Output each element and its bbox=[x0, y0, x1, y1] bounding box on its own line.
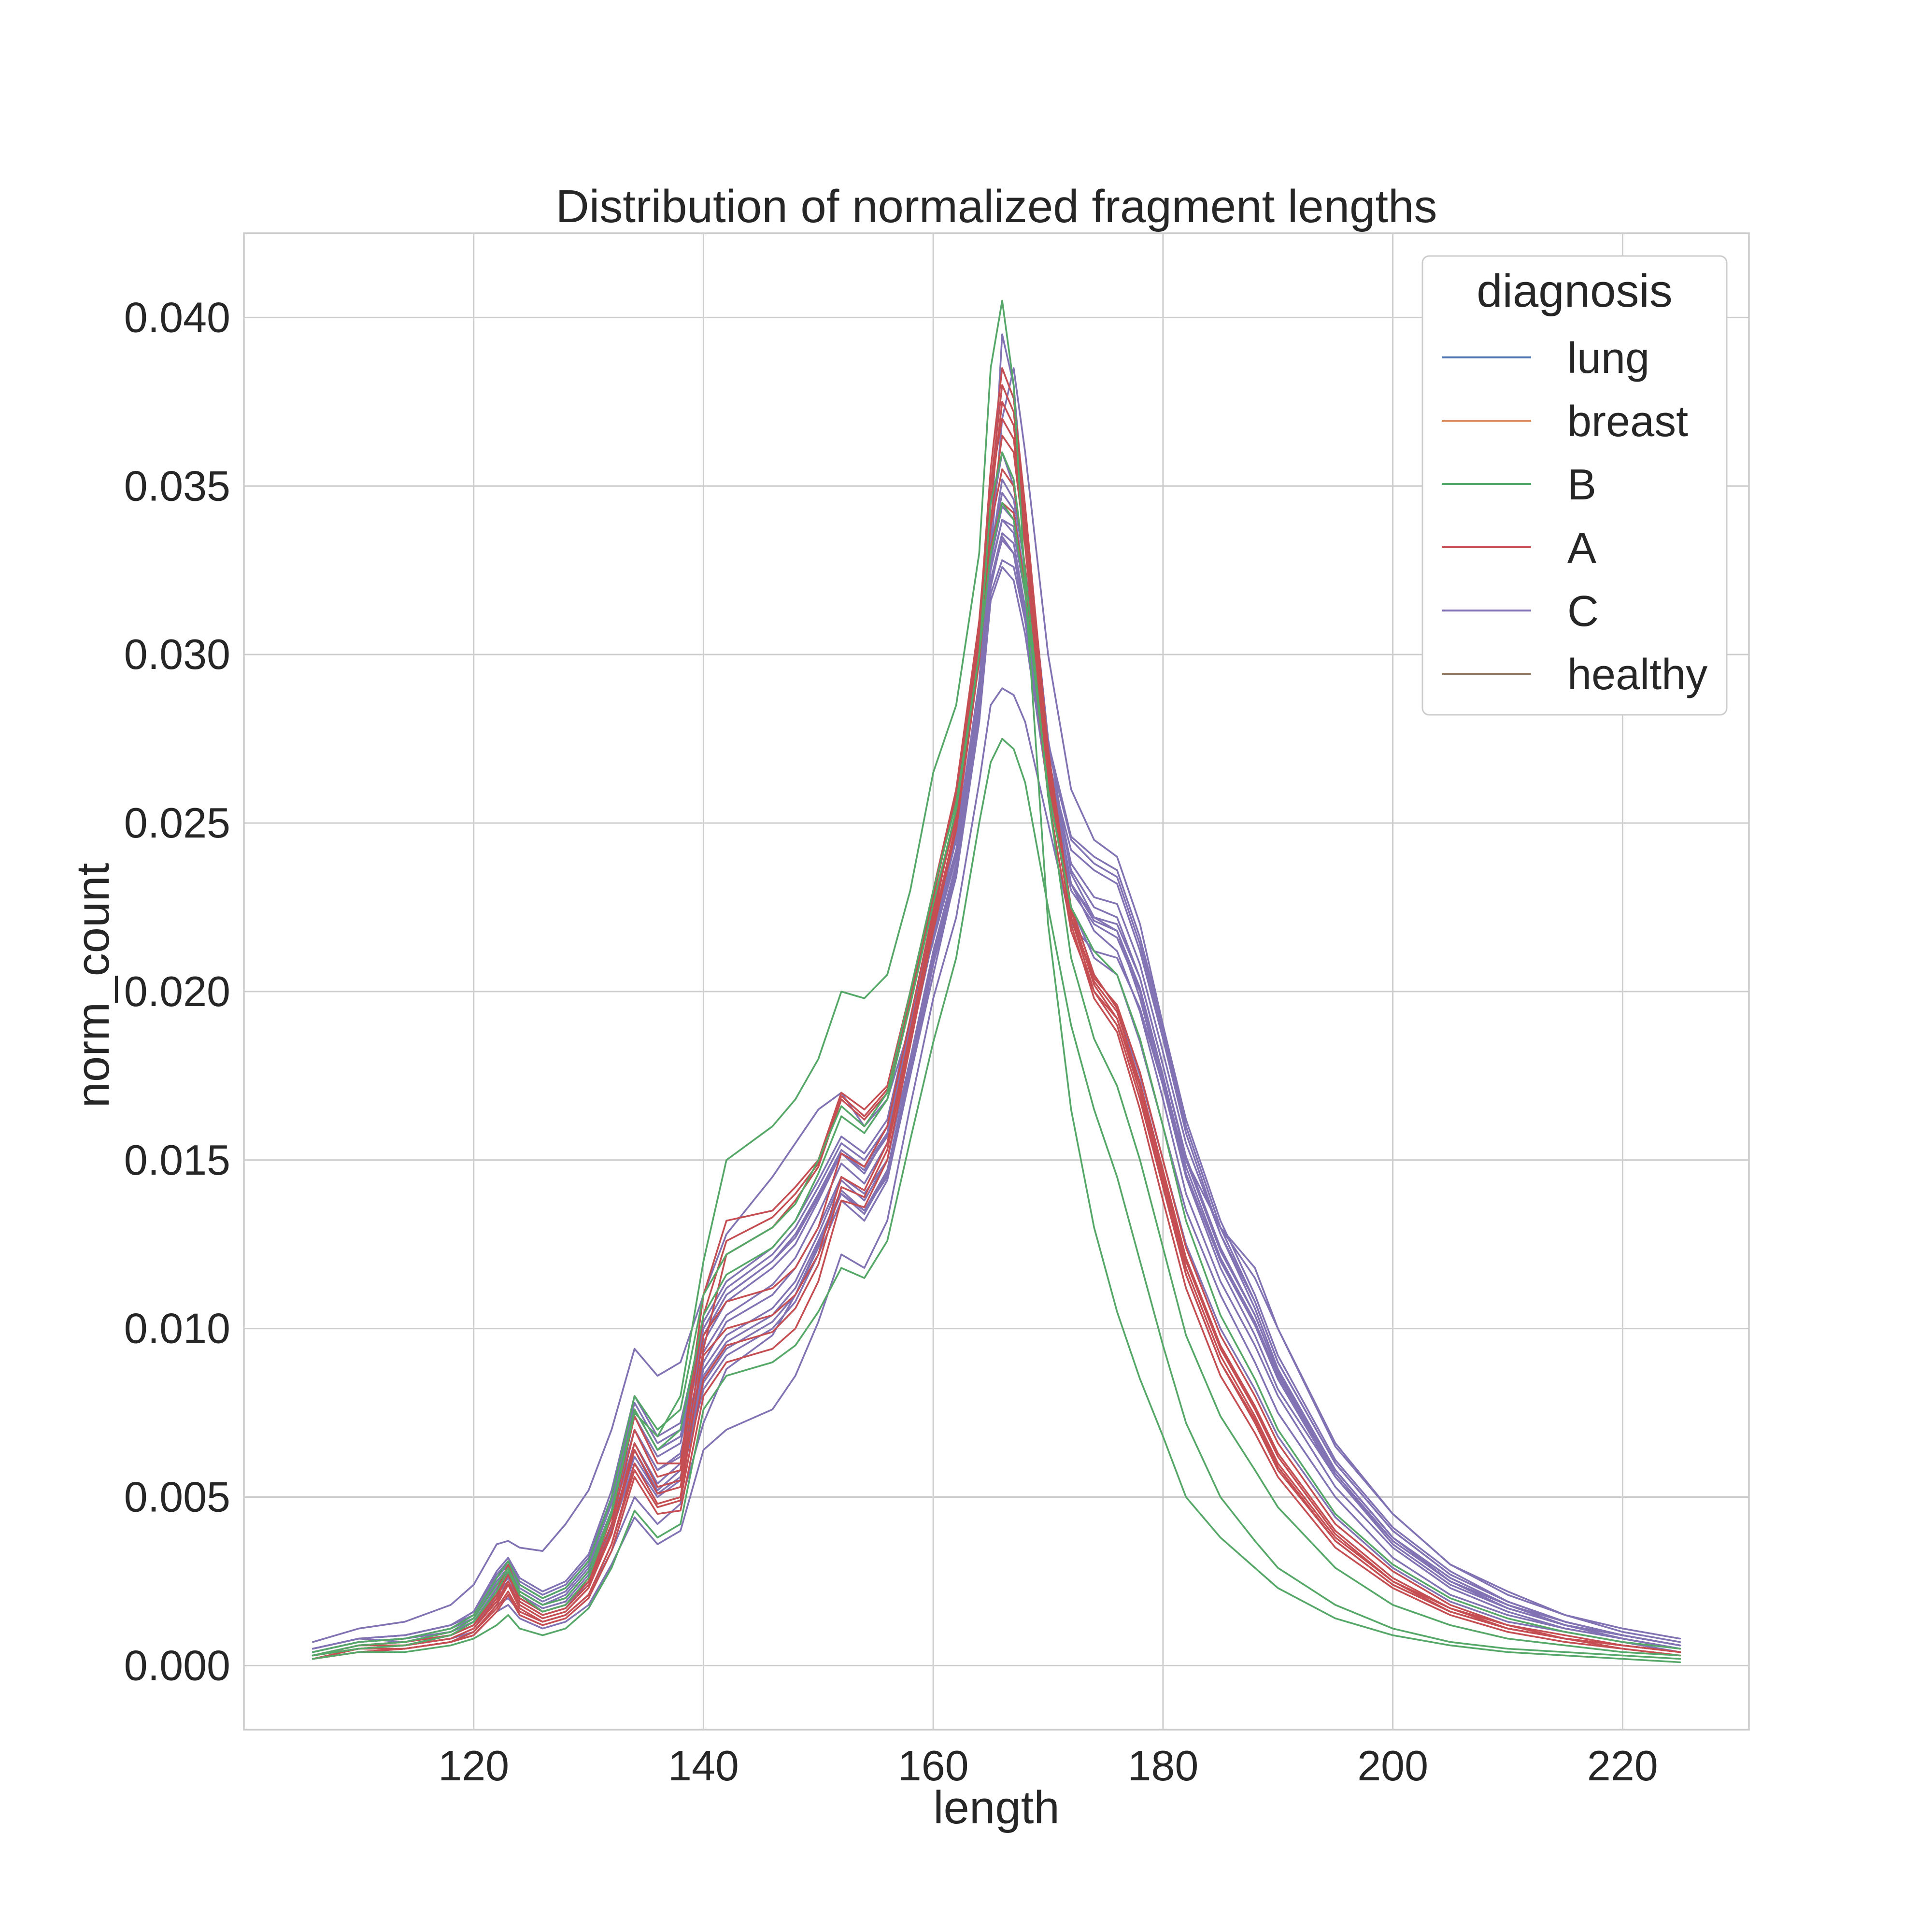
x-axis-title: length bbox=[933, 1782, 1060, 1833]
legend-box bbox=[1421, 255, 1728, 716]
y-tick-label: 0.005 bbox=[124, 1473, 230, 1521]
y-tick-label: 0.035 bbox=[124, 462, 230, 510]
y-tick-label: 0.000 bbox=[124, 1641, 230, 1689]
legend-label: C bbox=[1567, 587, 1599, 636]
y-tick-label: 0.020 bbox=[124, 967, 230, 1015]
series-line-a bbox=[312, 401, 1681, 1660]
x-tick-label: 160 bbox=[898, 1742, 969, 1790]
y-tick-label: 0.025 bbox=[124, 799, 230, 847]
x-tick-label: 200 bbox=[1357, 1742, 1428, 1790]
x-tick-label: 120 bbox=[438, 1742, 509, 1790]
y-tick-labels: 0.000 0.005 0.010 0.015 0.020 0.025 0.030 0.035… bbox=[124, 293, 230, 1689]
y-tick-label: 0.030 bbox=[124, 630, 230, 678]
series-line-b bbox=[312, 451, 1681, 1657]
legend-label: B bbox=[1567, 461, 1596, 509]
series-line-a bbox=[312, 502, 1681, 1660]
series-line-a bbox=[312, 468, 1681, 1657]
series-line-b bbox=[312, 502, 1681, 1653]
series-lines bbox=[312, 299, 1681, 1663]
x-tick-label: 220 bbox=[1587, 1742, 1658, 1790]
y-tick-label: 0.040 bbox=[124, 293, 230, 341]
x-tick-label: 180 bbox=[1127, 1742, 1198, 1790]
y-tick-label: 0.015 bbox=[124, 1136, 230, 1184]
x-tick-label: 140 bbox=[668, 1742, 739, 1790]
legend-title: diagnosis bbox=[1477, 265, 1673, 317]
x-tick-labels: 120 140 160 180 200 220 bbox=[438, 1742, 1658, 1790]
y-axis-title: norm_count bbox=[67, 863, 119, 1108]
legend-label: lung bbox=[1567, 334, 1649, 383]
chart-title: Distribution of normalized fragment leng… bbox=[556, 181, 1437, 232]
legend-label: breast bbox=[1567, 398, 1688, 446]
series-line-a bbox=[312, 418, 1681, 1657]
series-line-c bbox=[312, 687, 1681, 1660]
legend-label: healthy bbox=[1567, 651, 1707, 699]
series-line-b bbox=[312, 738, 1681, 1660]
series-line-b bbox=[312, 299, 1681, 1663]
y-tick-label: 0.010 bbox=[124, 1305, 230, 1352]
plot-frame bbox=[243, 232, 1750, 1731]
legend-label: A bbox=[1567, 524, 1596, 572]
